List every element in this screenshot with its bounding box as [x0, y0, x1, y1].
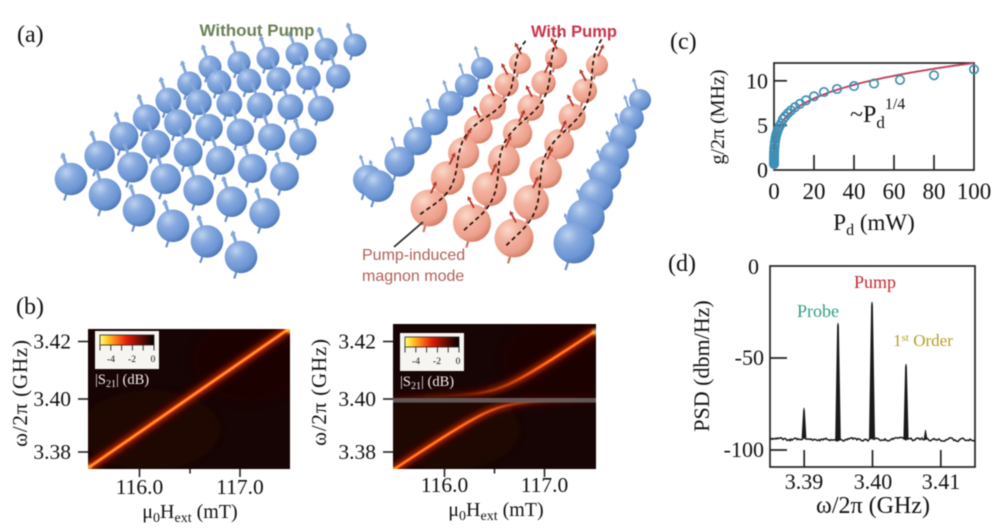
svg-text:20: 20	[803, 179, 826, 204]
svg-text:10: 10	[746, 68, 768, 93]
svg-text:1st Order: 1st Order	[893, 331, 953, 350]
svg-text:Pump-induced: Pump-induced	[362, 247, 465, 264]
svg-text:-2: -2	[128, 355, 136, 365]
svg-text:Without Pump: Without Pump	[199, 21, 314, 40]
svg-text:(b): (b)	[16, 294, 44, 320]
svg-text:-4: -4	[412, 357, 420, 367]
svg-text:116.0: 116.0	[116, 475, 164, 499]
svg-text:(a): (a)	[17, 22, 44, 48]
svg-text:Pump: Pump	[854, 272, 896, 292]
svg-text:ω/2π (GHz): ω/2π (GHz)	[8, 339, 32, 447]
svg-text:(d): (d)	[668, 251, 696, 277]
svg-text:magnon mode: magnon mode	[362, 268, 464, 285]
svg-text:60: 60	[883, 179, 906, 204]
svg-text:3.42: 3.42	[338, 330, 376, 354]
svg-text:|S21| (dB): |S21| (dB)	[400, 374, 454, 392]
svg-text:ω/2π (GHz): ω/2π (GHz)	[816, 493, 930, 519]
svg-text:100: 100	[957, 179, 992, 204]
svg-text:3.39: 3.39	[785, 469, 824, 494]
svg-text:3.40: 3.40	[33, 387, 71, 411]
svg-text:ω/2π (GHz): ω/2π (GHz)	[307, 338, 331, 446]
svg-text:3.42: 3.42	[33, 330, 71, 354]
svg-text:0: 0	[757, 158, 768, 183]
svg-text:With Pump: With Pump	[531, 23, 617, 41]
svg-text:3.40: 3.40	[854, 469, 893, 494]
svg-text:80: 80	[923, 179, 946, 204]
svg-text:-2: -2	[433, 357, 441, 367]
svg-text:-50: -50	[735, 345, 764, 370]
svg-text:|S21| (dB): |S21| (dB)	[95, 372, 149, 390]
svg-text:0: 0	[768, 179, 780, 204]
svg-text:0: 0	[151, 355, 156, 365]
svg-text:0: 0	[748, 254, 759, 279]
svg-text:5: 5	[757, 113, 768, 138]
svg-text:40: 40	[843, 179, 866, 204]
svg-text:116.0: 116.0	[421, 473, 469, 497]
svg-text:Probe: Probe	[797, 301, 839, 321]
svg-text:PSD (dbm/Hz): PSD (dbm/Hz)	[689, 300, 714, 431]
svg-text:Pd (mW): Pd (mW)	[833, 210, 914, 239]
svg-text:3.38: 3.38	[338, 440, 376, 464]
svg-text:3.38: 3.38	[33, 440, 71, 464]
svg-text:-4: -4	[107, 355, 115, 365]
svg-text:117.0: 117.0	[521, 473, 569, 497]
svg-text:117.0: 117.0	[216, 475, 264, 499]
svg-text:-100: -100	[724, 437, 764, 462]
svg-text:3.41: 3.41	[922, 469, 961, 494]
svg-text:3.40: 3.40	[338, 387, 376, 411]
svg-text:(c): (c)	[670, 29, 697, 55]
svg-text:0: 0	[456, 357, 461, 367]
svg-text:g/2π (MHz): g/2π (MHz)	[707, 69, 729, 164]
